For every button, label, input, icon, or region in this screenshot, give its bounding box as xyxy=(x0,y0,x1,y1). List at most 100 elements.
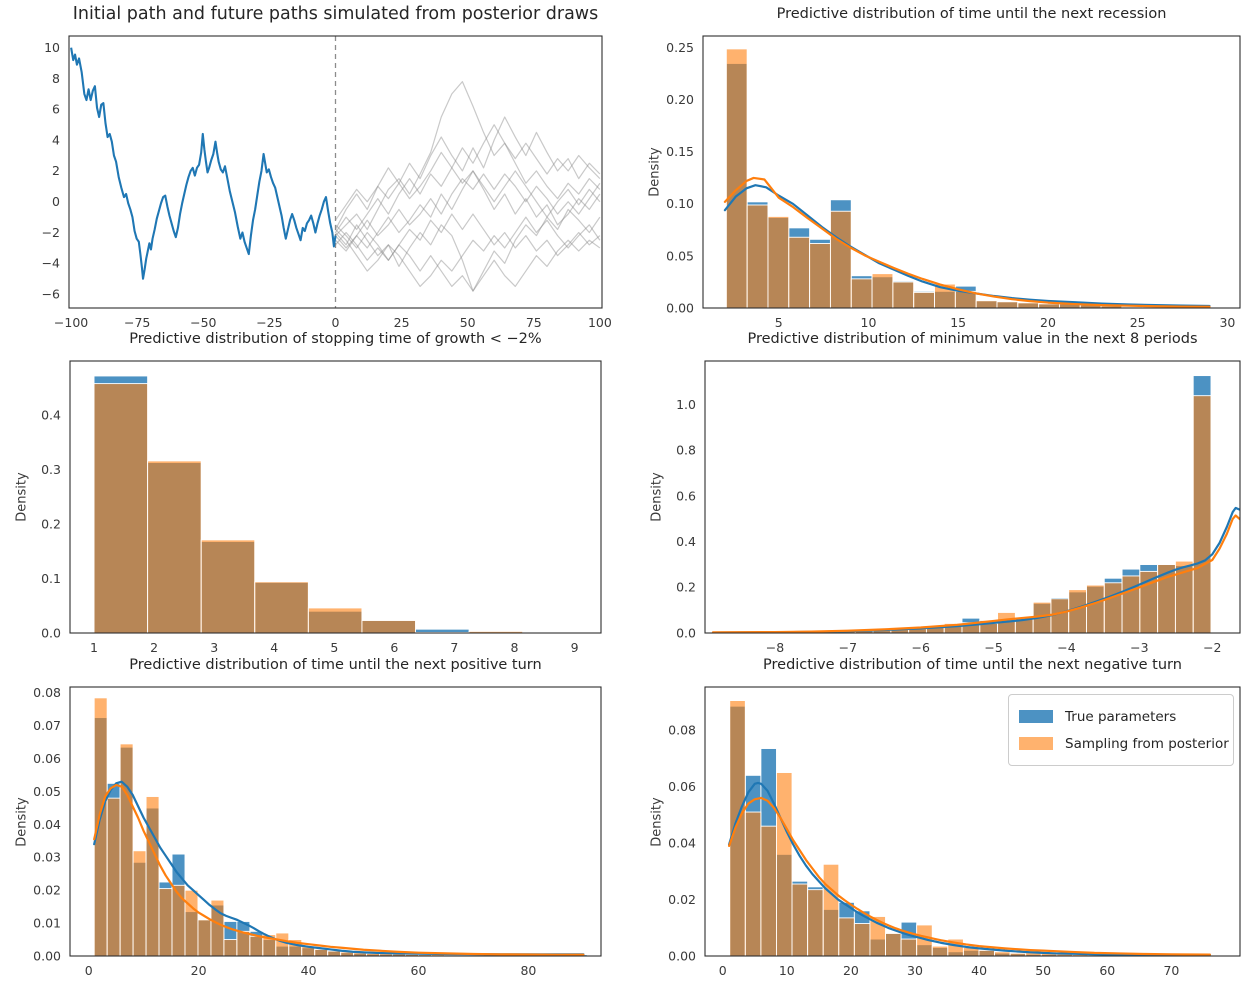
x-tick-label: 4 xyxy=(270,640,278,655)
hist-bars-sampling-posterior xyxy=(725,48,1206,308)
hist-bar-posterior xyxy=(807,889,824,956)
x-tick-label: −50 xyxy=(190,315,216,330)
plot-content xyxy=(93,375,524,633)
hist-bar-posterior xyxy=(106,797,121,956)
hist-bar-posterior xyxy=(791,883,809,956)
x-tick-label: −25 xyxy=(256,315,282,330)
x-tick-label: 0 xyxy=(85,963,93,978)
tick-labels: −8 −7 −6 −5 −4 −3 −2 0.0 0.2 0.4 0.6 0.8 1.0 xyxy=(676,397,1221,655)
legend: True parameters Sampling from posterior xyxy=(1008,694,1234,766)
future-path-line xyxy=(335,80,601,237)
x-tick-label: 2 xyxy=(150,640,158,655)
legend-label-true-parameters: True parameters xyxy=(1065,708,1177,725)
x-tick-label: 20 xyxy=(843,963,859,978)
y-tick-label: 0.06 xyxy=(33,751,61,766)
y-tick-label: 6 xyxy=(52,102,60,117)
chart-title-next-positive-turn: Predictive distribution of time until th… xyxy=(129,657,542,673)
y-tick-label: 0.15 xyxy=(666,144,694,159)
subplot-next-positive-turn: 0 20 40 60 80 0.00 0.01 0.02 0.03 0.04 0.05 0.06 0.0… xyxy=(8,653,615,990)
x-tick-label: 80 xyxy=(520,963,536,978)
axes-frame xyxy=(702,35,1241,309)
hist-bars-sampling-posterior xyxy=(712,395,1212,633)
x-tick-label: 0 xyxy=(719,963,727,978)
hist-bar-posterior xyxy=(809,243,831,308)
hist-bar-posterior xyxy=(158,888,173,956)
x-tick-label: 100 xyxy=(588,315,612,330)
hist-bar-posterior xyxy=(236,930,251,956)
x-tick-label: 40 xyxy=(301,963,317,978)
plot-content xyxy=(723,48,1211,308)
y-tick-label: 0.0 xyxy=(676,625,696,640)
x-tick-label: 60 xyxy=(1099,963,1115,978)
hist-bar-posterior xyxy=(975,300,998,308)
y-axis-label-density: Density xyxy=(649,472,665,522)
axes-frame xyxy=(69,360,602,634)
hist-bar-posterior xyxy=(254,581,309,633)
hist-bar-posterior xyxy=(249,935,264,956)
hist-bar-posterior xyxy=(147,460,202,633)
hist-bar-posterior xyxy=(314,948,329,956)
tick-labels: 0 20 40 60 80 0.00 0.01 0.02 0.03 0.04 0.05 0.06 0.0… xyxy=(33,685,536,978)
chart-title-minimum-value: Predictive distribution of minimum value… xyxy=(747,331,1198,347)
y-tick-label: 0.08 xyxy=(668,723,696,738)
future-path-line xyxy=(335,170,601,252)
y-tick-label: 0.00 xyxy=(668,948,696,963)
y-tick-label: 0.07 xyxy=(33,718,61,733)
hist-bar-posterior xyxy=(1192,395,1212,633)
x-tick-label: 20 xyxy=(191,963,207,978)
hist-bar-posterior xyxy=(171,884,186,956)
x-tick-label: −8 xyxy=(766,640,784,655)
y-tick-label: 0.00 xyxy=(33,948,61,963)
hist-bar-posterior xyxy=(829,210,852,308)
y-tick-label: 0 xyxy=(52,194,60,209)
hist-bars-sampling-posterior xyxy=(93,383,524,633)
x-tick-label: 15 xyxy=(950,315,966,330)
x-tick-label: 75 xyxy=(526,315,542,330)
plot-minimum-value: −8 −7 −6 −5 −4 −3 −2 0.0 0.2 0.4 0.6 0.8 1.0 xyxy=(676,360,1241,655)
subplot-initial-path: −100 −75 −50 −25 0 25 50 75 100 10 8 6 4 2 0 −2 −4 −6 Ini… xyxy=(7,2,616,342)
future-path-line xyxy=(335,216,601,288)
y-tick-label: 0.05 xyxy=(33,784,61,799)
y-axis-label-density: Density xyxy=(14,472,30,522)
axes-frame xyxy=(69,686,602,957)
future-path-line xyxy=(335,173,601,249)
legend-item-sampling-posterior: Sampling from posterior xyxy=(1019,730,1229,757)
axes-frame xyxy=(704,360,1241,634)
y-tick-label: −2 xyxy=(42,225,60,240)
x-tick-label: 40 xyxy=(971,963,987,978)
x-tick-label: 8 xyxy=(511,640,519,655)
future-path-line xyxy=(334,116,601,230)
future-path-line xyxy=(335,208,601,292)
hist-bar-posterior xyxy=(744,811,762,956)
y-tick-label: 0.0 xyxy=(41,625,61,640)
hist-bar-posterior xyxy=(132,850,147,956)
y-tick-label: 0.20 xyxy=(666,92,694,107)
y-tick-label: 0.02 xyxy=(33,883,61,898)
hist-bar-posterior xyxy=(746,204,769,308)
hist-bar-posterior xyxy=(197,919,212,956)
y-tick-label: 8 xyxy=(52,71,60,86)
hist-bar-posterior xyxy=(145,796,160,956)
x-tick-label: 60 xyxy=(411,963,427,978)
x-tick-label: 50 xyxy=(460,315,476,330)
hist-bar-posterior xyxy=(327,950,342,956)
y-tick-label: 0.10 xyxy=(666,196,694,211)
x-tick-label: 30 xyxy=(907,963,923,978)
legend-label-sampling-posterior: Sampling from posterior xyxy=(1065,735,1229,752)
plot-stopping-time-growth: 1 2 3 4 5 6 7 8 9 0.0 0.1 0.2 0.3 0.4 xyxy=(41,360,602,655)
y-tick-label: 0.00 xyxy=(666,300,694,315)
x-tick-label: 3 xyxy=(210,640,218,655)
hist-bar-posterior xyxy=(871,273,894,308)
hist-bar-posterior xyxy=(119,743,134,956)
y-tick-label: 0.6 xyxy=(676,488,696,503)
x-tick-label: 70 xyxy=(1163,963,1179,978)
plot-initial-path: −100 −75 −50 −25 0 25 50 75 100 10 8 6 4 2 0 −2 −4 −6 xyxy=(42,35,612,330)
y-tick-label: 10 xyxy=(44,40,60,55)
subplot-stopping-time-growth: 1 2 3 4 5 6 7 8 9 0.0 0.1 0.2 0.3 0.4 Predictive dist… xyxy=(8,327,615,667)
hist-bar-posterior xyxy=(913,291,935,308)
hist-bar-posterior xyxy=(1086,584,1105,633)
y-tick-label: 0.01 xyxy=(33,915,61,930)
x-tick-label: 25 xyxy=(394,315,410,330)
y-tick-label: 1.0 xyxy=(676,397,696,412)
kde-line-posterior xyxy=(711,514,1240,633)
